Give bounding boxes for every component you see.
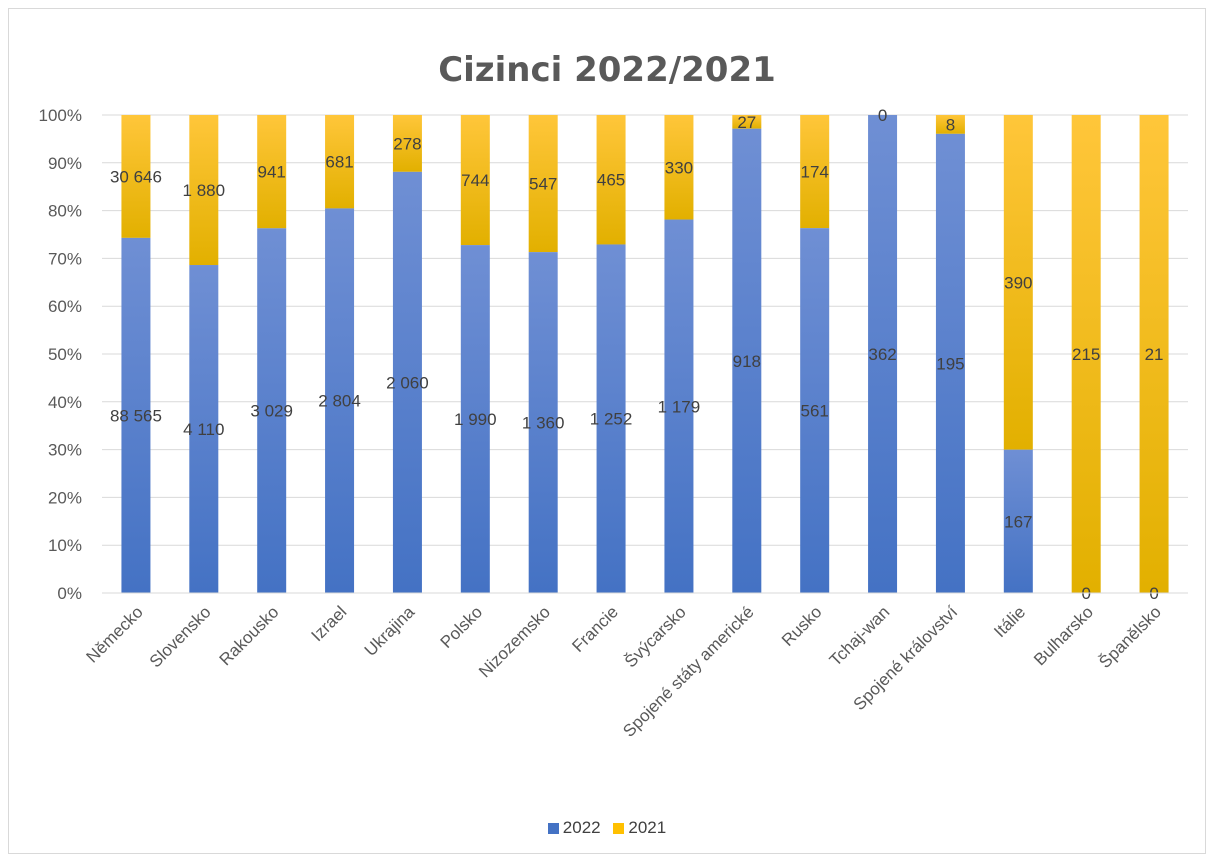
data-label-2021: 1 880 bbox=[183, 181, 226, 200]
bar-2022 bbox=[257, 228, 287, 593]
data-label-2021: 0 bbox=[878, 106, 887, 125]
y-tick-label: 100% bbox=[39, 106, 82, 125]
bar-2021 bbox=[528, 115, 558, 253]
data-label-2022: 362 bbox=[868, 345, 896, 364]
bar-2021 bbox=[121, 115, 151, 238]
bar-2021 bbox=[935, 115, 965, 134]
chart-legend: 2022 2021 bbox=[0, 818, 1214, 839]
data-label-2022: 1 252 bbox=[590, 410, 633, 429]
bar-2022 bbox=[460, 245, 490, 593]
legend-item-2022: 2022 bbox=[547, 818, 601, 838]
bar-2022 bbox=[1003, 449, 1033, 593]
data-label-2021: 547 bbox=[529, 175, 557, 194]
data-label-2021: 330 bbox=[665, 158, 693, 177]
y-tick-label: 80% bbox=[48, 202, 82, 221]
y-tick-label: 0% bbox=[57, 584, 82, 603]
legend-label-2021: 2021 bbox=[628, 818, 667, 837]
bar-2022 bbox=[596, 244, 626, 594]
category-label: Polsko bbox=[437, 602, 487, 652]
category-label: Nizozemsko bbox=[475, 602, 554, 681]
y-tick-label: 30% bbox=[48, 441, 82, 460]
data-label-2021: 27 bbox=[737, 113, 756, 132]
bar-2021 bbox=[189, 115, 219, 266]
category-label: Švýcarsko bbox=[621, 602, 690, 671]
category-label: Spojené státy americké bbox=[619, 602, 757, 740]
bar-2022 bbox=[121, 237, 151, 594]
data-label-2021: 30 646 bbox=[110, 167, 162, 186]
bar-2022 bbox=[800, 228, 830, 593]
legend-label-2022: 2022 bbox=[562, 818, 601, 837]
bar-2022 bbox=[392, 171, 422, 593]
data-label-2022: 2 804 bbox=[318, 392, 361, 411]
bar-2022 bbox=[528, 252, 558, 593]
data-label-2021: 941 bbox=[258, 163, 286, 182]
bar-2022 bbox=[868, 115, 898, 593]
data-label-2021: 278 bbox=[393, 134, 421, 153]
bar-2022 bbox=[935, 133, 965, 593]
data-label-2021: 744 bbox=[461, 171, 489, 190]
category-label: Izrael bbox=[308, 602, 351, 645]
data-label-2022: 3 029 bbox=[250, 402, 293, 421]
category-label: Slovensko bbox=[146, 602, 215, 671]
data-label-2021: 174 bbox=[801, 163, 829, 182]
bar-2021 bbox=[1003, 115, 1033, 450]
y-tick-label: 50% bbox=[48, 345, 82, 364]
data-label-2021: 465 bbox=[597, 171, 625, 190]
category-label: Tchaj-wan bbox=[826, 602, 894, 670]
data-label-2021: 215 bbox=[1072, 345, 1100, 364]
bar-2021 bbox=[800, 115, 830, 229]
bar-2021 bbox=[664, 115, 694, 220]
category-label: Rusko bbox=[778, 602, 826, 650]
category-label: Španělsko bbox=[1095, 602, 1165, 672]
data-label-2021: 21 bbox=[1145, 345, 1164, 364]
y-tick-label: 60% bbox=[48, 297, 82, 316]
bar-2022 bbox=[732, 128, 762, 593]
data-label-2021: 681 bbox=[325, 153, 353, 172]
category-label: Německo bbox=[83, 602, 147, 666]
legend-item-2021: 2021 bbox=[613, 818, 666, 838]
category-label: Bulharsko bbox=[1030, 602, 1097, 669]
data-label-2022: 918 bbox=[733, 352, 761, 371]
category-label: Itálie bbox=[990, 602, 1029, 641]
data-label-2022: 1 360 bbox=[522, 414, 565, 433]
data-label-2022: 1 990 bbox=[454, 410, 497, 429]
data-label-2021: 8 bbox=[946, 115, 955, 134]
bar-2021 bbox=[392, 115, 422, 172]
chart-title: Cizinci 2022/2021 bbox=[438, 50, 776, 90]
bar-2022 bbox=[664, 219, 694, 593]
bar-2021 bbox=[1071, 115, 1101, 593]
data-label-2022: 4 110 bbox=[183, 420, 224, 439]
data-label-2021: 390 bbox=[1004, 273, 1032, 292]
category-label: Francie bbox=[568, 602, 622, 656]
y-tick-label: 40% bbox=[48, 393, 82, 412]
data-label-2022: 1 179 bbox=[658, 397, 701, 416]
data-label-2022: 167 bbox=[1004, 512, 1032, 531]
data-label-2022: 195 bbox=[936, 354, 964, 373]
data-label-2022: 2 060 bbox=[386, 373, 429, 392]
data-label-2022: 88 565 bbox=[110, 406, 162, 425]
bar-2021 bbox=[596, 115, 626, 245]
category-label: Ukrajina bbox=[361, 602, 419, 660]
bar-2021 bbox=[257, 115, 287, 229]
bar-2021 bbox=[732, 115, 762, 129]
bar-2021 bbox=[460, 115, 490, 246]
legend-swatch-2022 bbox=[547, 822, 559, 834]
bar-2021 bbox=[325, 115, 355, 209]
bar-2022 bbox=[325, 208, 355, 593]
bar-2022 bbox=[189, 265, 219, 593]
y-tick-label: 90% bbox=[48, 154, 82, 173]
y-tick-label: 20% bbox=[48, 488, 82, 507]
category-label: Rakousko bbox=[216, 602, 283, 669]
bar-2021 bbox=[1139, 115, 1169, 593]
legend-swatch-2021 bbox=[613, 822, 625, 834]
y-tick-label: 70% bbox=[48, 249, 82, 268]
data-label-2022: 561 bbox=[801, 402, 829, 421]
y-tick-label: 10% bbox=[48, 536, 82, 555]
